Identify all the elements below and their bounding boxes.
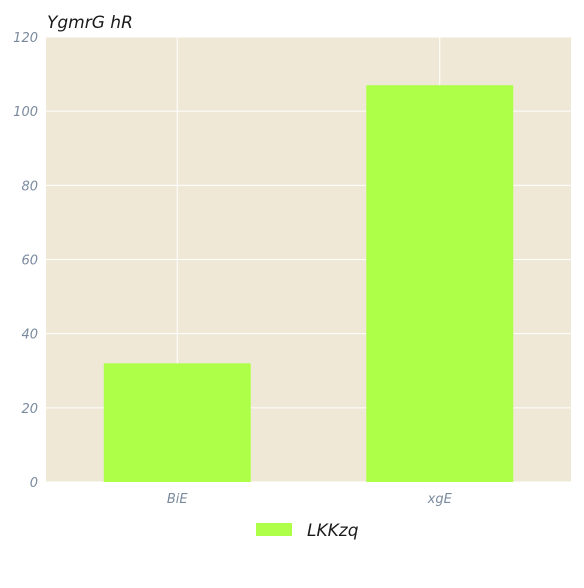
bar-series xyxy=(103,85,514,482)
y-axis-tick-labels: 0 20 40 60 80 100 120 xyxy=(13,31,38,491)
x-tick-label: BiE xyxy=(167,492,189,507)
y-tick-label: 60 xyxy=(21,254,38,269)
y-tick-label: 20 xyxy=(21,402,38,417)
chart-title: YgmrG hR xyxy=(47,13,133,33)
x-axis-tick-labels: BiE xgE xyxy=(167,492,453,507)
y-tick-label: 100 xyxy=(13,105,38,120)
y-tick-label: 80 xyxy=(21,179,38,194)
y-tick-label: 40 xyxy=(21,328,38,343)
legend: LKKzq xyxy=(256,521,359,541)
y-tick-label: 0 xyxy=(30,476,38,491)
y-tick-label: 120 xyxy=(13,31,38,46)
legend-swatch xyxy=(256,523,292,536)
bar xyxy=(103,363,251,482)
bar xyxy=(366,85,514,482)
legend-label: LKKzq xyxy=(307,521,359,541)
x-tick-label: xgE xyxy=(427,492,453,507)
